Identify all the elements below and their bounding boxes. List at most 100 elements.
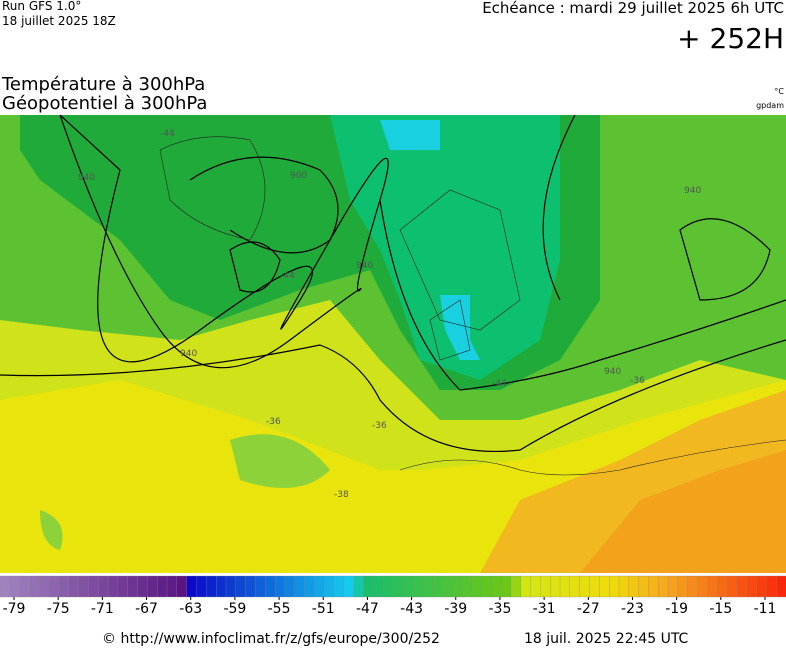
colorbar-swatch [736, 575, 748, 598]
colorbar-swatch [157, 575, 168, 598]
colorbar-swatch [58, 575, 70, 598]
colorbar-swatch [353, 575, 364, 598]
contour-label: 900 [290, 171, 307, 181]
colorbar-swatch [186, 575, 197, 598]
colorbar-swatch [9, 575, 21, 598]
run-date: 18 juillet 2025 18Z [2, 14, 116, 28]
colorbar-label: -55 [268, 601, 291, 617]
colorbar-swatch [392, 575, 404, 598]
colorbar-swatch [599, 575, 610, 598]
contour-label: -36 [266, 417, 281, 427]
run-label: Run GFS 1.0° [2, 0, 81, 13]
colorbar-swatch [107, 575, 119, 598]
colorbar-swatch [225, 575, 237, 598]
colorbar-swatch [471, 575, 482, 598]
colorbar-swatch [569, 575, 581, 598]
colorbar-label: -71 [91, 601, 114, 617]
colorbar-swatch [589, 575, 600, 598]
colorbar-swatch [343, 575, 355, 598]
colorbar-swatch [48, 575, 60, 598]
temperature-zone [580, 450, 786, 573]
colorbar-swatch [432, 575, 443, 598]
colorbar-swatch [39, 575, 50, 598]
colorbar-swatch [628, 575, 640, 598]
colorbar-swatch [559, 575, 571, 598]
colorbar-label: -79 [3, 601, 26, 617]
contour-label: -36 [630, 376, 645, 386]
lead-time: + 252H [677, 22, 784, 55]
colorbar-swatch [520, 575, 531, 598]
colorbar-swatch [648, 575, 659, 598]
colorbar-swatch [776, 575, 786, 598]
colorbar-swatch [98, 575, 109, 598]
colorbar-label: -15 [709, 601, 732, 617]
colorbar-label: -31 [533, 601, 556, 617]
colorbar-swatch [373, 575, 384, 598]
colorbar-label: -27 [577, 601, 600, 617]
map: 940 900 940 940 940 940 -44 -44 -44 -36 -36 -36 -38 [0, 114, 786, 573]
colorbar-swatch [441, 575, 453, 598]
colorbar-swatch [235, 575, 247, 598]
colorbar-swatch [78, 575, 89, 598]
colorbar-swatch [137, 575, 148, 598]
colorbar-swatch [324, 575, 335, 598]
colorbar-swatch [68, 575, 80, 598]
colorbar-swatch [117, 575, 129, 598]
colorbar-swatch [461, 575, 473, 598]
colorbar-swatch [500, 575, 512, 598]
contour-label: 940 [684, 186, 701, 196]
colorbar-swatch [618, 575, 630, 598]
colorbar-label: -19 [665, 601, 688, 617]
colorbar-swatch [265, 575, 276, 598]
colorbar-label: -11 [754, 601, 777, 617]
colorbar-swatch [550, 575, 561, 598]
colorbar-swatch [274, 575, 286, 598]
footer-url: © http://www.infoclimat.fr/z/gfs/europe/… [102, 631, 440, 647]
colorbar-swatch [304, 575, 315, 598]
colorbar-swatch [294, 575, 306, 598]
colorbar-label: -47 [356, 601, 379, 617]
colorbar-swatch [245, 575, 256, 598]
colorbar-swatch [422, 575, 433, 598]
colorbar-swatch [510, 575, 522, 598]
colorbar-swatch [697, 575, 708, 598]
echeance: Echéance : mardi 29 juillet 2025 6h UTC [482, 0, 784, 17]
colorbar-swatch [658, 575, 669, 598]
colorbar: -79 -75 -71 -67 -63 -59 -55 -51 -47 -43 -39 -35 -31 -… [0, 575, 786, 617]
colorbar-swatch [687, 575, 699, 598]
colorbar-swatch [402, 575, 414, 598]
colorbar-swatch [746, 575, 757, 598]
contour-label: -38 [334, 490, 349, 500]
colorbar-swatch [206, 575, 217, 598]
cold-core [380, 120, 480, 360]
contour-label: 940 [78, 173, 95, 183]
title-temperature: Température à 300hPa [1, 74, 205, 95]
colorbar-label: -67 [135, 601, 158, 617]
colorbar-swatch [314, 575, 325, 598]
colorbar-swatch [88, 575, 99, 598]
colorbar-swatch [363, 575, 374, 598]
title-geopotential: Géopotentiel à 300hPa [2, 93, 207, 114]
colorbar-swatch [726, 575, 738, 598]
colorbar-swatch [166, 575, 178, 598]
colorbar-swatch [383, 575, 394, 598]
colorbar-swatch [677, 575, 689, 598]
colorbar-label: -23 [621, 601, 644, 617]
colorbar-label: -51 [312, 601, 335, 617]
colorbar-swatch [412, 575, 423, 598]
colorbar-label: -39 [444, 601, 467, 617]
colorbar-swatch [127, 575, 138, 598]
colorbar-swatch [579, 575, 590, 598]
unit-geo: gpdam [756, 101, 784, 110]
temperature-zone [330, 115, 560, 380]
colorbar-swatch [147, 575, 158, 598]
colorbar-label: -63 [179, 601, 202, 617]
colorbar-swatch [717, 575, 728, 598]
geopotential-contours [0, 114, 786, 453]
colorbar-swatch [0, 575, 11, 598]
colorbar-swatch [451, 575, 463, 598]
colorbar-swatch [707, 575, 718, 598]
contour-label: -44 [160, 129, 175, 139]
temperature-zone [40, 434, 330, 550]
unit-temp: °C [774, 87, 784, 96]
